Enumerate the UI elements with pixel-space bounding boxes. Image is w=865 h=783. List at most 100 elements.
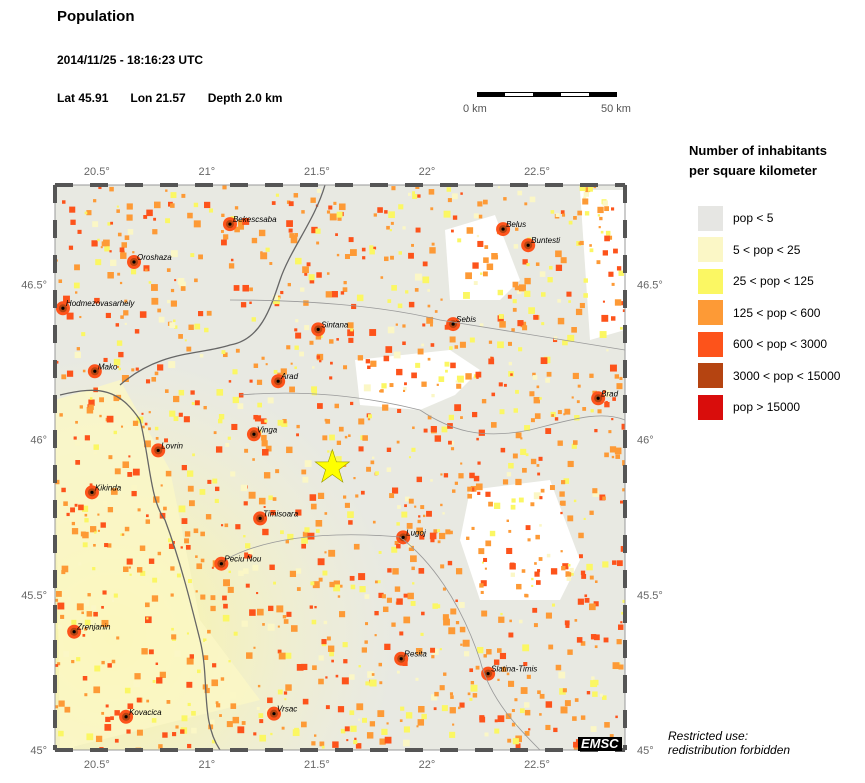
- population-cell: [443, 618, 450, 626]
- population-cell: [567, 460, 574, 468]
- population-cell: [384, 643, 391, 650]
- population-cell: [524, 709, 531, 716]
- city-marker[interactable]: [90, 490, 94, 494]
- city-marker[interactable]: [252, 432, 256, 436]
- population-cell: [547, 277, 553, 283]
- population-cell: [351, 303, 357, 310]
- population-cell: [410, 555, 417, 563]
- population-cell: [178, 505, 186, 513]
- population-cell: [295, 509, 302, 516]
- population-cell: [450, 608, 457, 615]
- city-marker[interactable]: [156, 448, 160, 453]
- population-cell: [116, 209, 120, 213]
- population-cell: [406, 522, 413, 529]
- population-cell: [119, 281, 123, 285]
- population-cell: [412, 426, 415, 430]
- population-cell: [407, 543, 412, 548]
- population-cell: [124, 235, 130, 240]
- population-cell: [110, 259, 117, 267]
- population-cell: [592, 490, 599, 497]
- population-cell: [160, 484, 163, 487]
- population-cell: [248, 554, 252, 559]
- city-marker[interactable]: [526, 243, 530, 247]
- population-cell: [426, 316, 434, 324]
- population-cell: [329, 651, 334, 657]
- population-cell: [594, 645, 598, 649]
- population-cell: [476, 437, 479, 441]
- population-cell: [264, 419, 268, 423]
- population-cell: [546, 553, 551, 558]
- population-cell: [574, 619, 578, 622]
- population-cell: [518, 497, 524, 503]
- population-cell: [369, 248, 375, 255]
- population-cell: [364, 594, 370, 599]
- population-cell: [464, 651, 470, 657]
- city-marker[interactable]: [93, 369, 97, 373]
- legend-swatch: [698, 331, 723, 357]
- population-cell: [422, 514, 426, 518]
- population-cell: [566, 576, 571, 581]
- population-cell: [405, 290, 409, 294]
- city-marker[interactable]: [72, 630, 76, 634]
- population-cell: [460, 416, 463, 419]
- population-cell: [267, 397, 274, 404]
- population-cell: [118, 367, 121, 371]
- population-cell: [502, 479, 509, 485]
- city-marker[interactable]: [596, 396, 600, 400]
- population-cell: [270, 509, 276, 516]
- population-cell: [509, 619, 512, 623]
- population-cell: [288, 201, 294, 207]
- city-marker[interactable]: [61, 306, 65, 310]
- city-marker[interactable]: [501, 227, 505, 231]
- city-marker[interactable]: [316, 327, 320, 331]
- population-cell: [116, 205, 119, 208]
- population-cell: [545, 612, 552, 619]
- city-marker[interactable]: [124, 715, 128, 719]
- lat-tick-label-left: 45°: [30, 745, 47, 757]
- population-cell: [309, 340, 314, 345]
- population-cell: [332, 741, 339, 748]
- population-cell: [196, 563, 203, 570]
- population-cell: [460, 643, 463, 646]
- city-marker[interactable]: [228, 222, 232, 226]
- city-marker[interactable]: [258, 516, 262, 521]
- city-marker[interactable]: [451, 322, 455, 326]
- city-marker[interactable]: [276, 379, 280, 383]
- city-marker[interactable]: [486, 672, 490, 676]
- city-label: Belus: [506, 220, 526, 229]
- population-cell: [622, 599, 625, 603]
- city-marker[interactable]: [272, 712, 276, 716]
- population-cell: [103, 239, 110, 247]
- population-cell: [554, 417, 559, 421]
- population-cell: [367, 414, 373, 419]
- city-marker[interactable]: [401, 535, 405, 539]
- city-marker[interactable]: [399, 657, 403, 661]
- population-cell: [619, 376, 623, 380]
- population-cell: [294, 366, 297, 369]
- population-cell: [280, 530, 284, 535]
- epicenter-star[interactable]: [314, 448, 351, 483]
- population-cell: [411, 243, 414, 247]
- population-cell: [459, 341, 466, 348]
- city-marker[interactable]: [132, 260, 136, 264]
- population-cell: [560, 210, 565, 214]
- population-cell: [209, 719, 215, 725]
- population-cell: [430, 647, 436, 653]
- population-cell: [481, 398, 487, 404]
- population-cell: [119, 247, 125, 253]
- population-cell: [412, 191, 416, 195]
- population-cell: [228, 263, 235, 269]
- population-cell: [294, 328, 298, 332]
- population-cell: [470, 487, 475, 492]
- population-cell: [120, 425, 124, 428]
- population-cell: [315, 529, 320, 533]
- city-marker[interactable]: [219, 562, 223, 566]
- population-cell: [342, 287, 348, 292]
- population-cell: [520, 437, 523, 440]
- population-cell: [537, 472, 541, 476]
- population-cell: [619, 326, 623, 330]
- population-cell: [55, 598, 59, 602]
- population-cell: [389, 383, 394, 388]
- population-cell: [321, 639, 327, 645]
